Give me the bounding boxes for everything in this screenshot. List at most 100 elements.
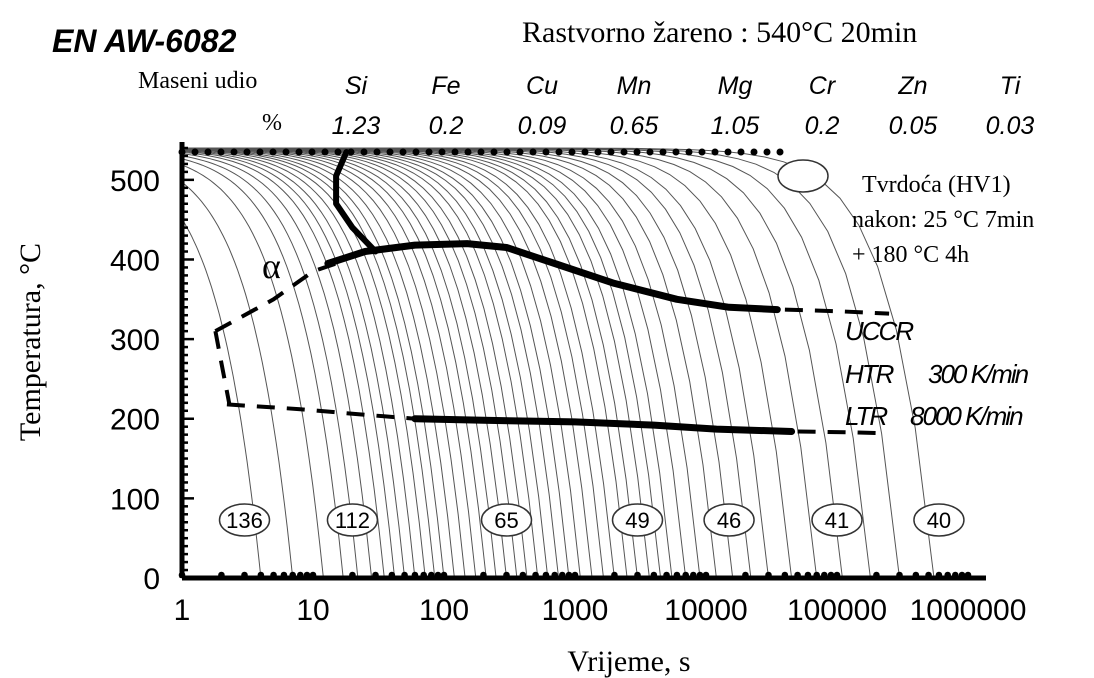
x-minor-tick xyxy=(519,571,527,579)
x-minor-tick xyxy=(559,571,566,579)
solution-dot xyxy=(620,148,628,156)
solution-dot xyxy=(763,148,771,156)
hardness-ellipse xyxy=(811,503,863,537)
hardness-ellipse xyxy=(611,503,664,537)
x-minor-tick xyxy=(565,571,573,579)
x-tick-label: 1 xyxy=(174,594,191,627)
x-minor-tick xyxy=(682,571,690,579)
x-tick-label: 100000 xyxy=(787,594,887,627)
precipitation-end-dashed-right xyxy=(797,429,882,436)
hardness-value: 46 xyxy=(717,508,741,533)
x-minor-tick xyxy=(925,571,932,579)
x-minor-tick xyxy=(833,571,841,579)
precipitation-end-line xyxy=(411,415,796,435)
element-symbol: Mg xyxy=(718,72,753,100)
cooling-curve xyxy=(181,158,344,579)
solution-dot xyxy=(204,148,212,156)
hardness-value: 112 xyxy=(335,508,370,533)
solution-dot xyxy=(373,148,381,156)
element-value: 0.09 xyxy=(518,112,567,140)
x-minor-tick xyxy=(411,571,419,579)
hardness-value: 136 xyxy=(226,508,263,533)
x-minor-tick xyxy=(663,571,670,579)
critical-rate-curve xyxy=(333,149,379,255)
y-tick-label: 300 xyxy=(110,324,160,357)
element-value: 0.2 xyxy=(429,112,464,140)
x-minor-tick xyxy=(821,571,828,579)
hardness-value: 49 xyxy=(625,508,649,533)
cooling-curve xyxy=(181,155,359,579)
solution-dot xyxy=(399,148,407,156)
solution-dot xyxy=(282,148,290,156)
x-minor-tick xyxy=(303,571,311,579)
x-minor-tick xyxy=(309,571,317,579)
solution-dot xyxy=(308,148,316,156)
x-minor-tick xyxy=(873,571,880,579)
solution-dot xyxy=(451,148,459,156)
solution-dot xyxy=(581,148,589,156)
treatment-label: Rastvorno žareno : 540°C 20min xyxy=(522,16,917,49)
solution-dot xyxy=(750,148,758,156)
x-minor-tick xyxy=(571,571,579,579)
solution-dot xyxy=(477,148,485,156)
x-minor-tick xyxy=(896,571,903,579)
hardness-legend-line3: + 180 °C 4h xyxy=(852,242,969,268)
cooling-curve xyxy=(181,151,385,579)
x-minor-tick xyxy=(794,571,801,579)
solution-dot xyxy=(646,148,654,156)
x-minor-tick xyxy=(742,571,749,579)
solution-dot xyxy=(698,148,706,156)
x-minor-tick xyxy=(434,571,442,579)
solution-dot xyxy=(568,148,576,156)
solution-dot xyxy=(334,148,342,156)
x-minor-tick xyxy=(270,571,277,579)
hardness-legend-line1: Tvrdoća (HV1) xyxy=(862,172,1011,198)
y-tick-label: 200 xyxy=(110,404,160,437)
cooling-curve xyxy=(181,153,373,579)
x-minor-tick xyxy=(542,571,550,579)
x-minor-tick xyxy=(696,571,704,579)
y-tick-label: 100 xyxy=(110,483,160,516)
element-symbol: Fe xyxy=(431,72,460,100)
element-symbol: Cr xyxy=(809,72,837,100)
solution-dot xyxy=(347,148,355,156)
solution-dot xyxy=(633,148,641,156)
element-symbol: Mn xyxy=(617,72,652,100)
cooling-curve xyxy=(181,181,294,579)
cooling-curve xyxy=(181,149,426,579)
x-minor-tick xyxy=(673,571,681,579)
solution-dot xyxy=(191,148,199,156)
composition-unit: % xyxy=(262,110,282,136)
hardness-ellipse xyxy=(480,503,533,537)
x-minor-tick xyxy=(297,571,304,579)
x-minor-tick xyxy=(690,571,697,579)
solution-dot xyxy=(386,148,394,156)
solution-dot xyxy=(672,148,680,156)
alpha-start-line xyxy=(324,240,781,314)
x-tick-label: 1000 xyxy=(542,594,609,627)
solution-dot xyxy=(412,148,420,156)
y-tick-label: 0 xyxy=(143,563,160,596)
solution-dot xyxy=(516,148,524,156)
labels: Vrijeme, s Temperatura, °C EN AW-6082 Rastv… xyxy=(14,16,1034,678)
solution-dot xyxy=(659,148,667,156)
element-value: 0.2 xyxy=(805,112,840,140)
x-minor-tick xyxy=(765,571,772,579)
solution-dot xyxy=(425,148,433,156)
hardness-ellipse xyxy=(913,503,965,537)
x-minor-tick xyxy=(218,571,225,579)
hardness-value: 41 xyxy=(825,508,849,533)
cooling-curve xyxy=(181,149,416,579)
element-symbol: Cu xyxy=(526,72,558,100)
x-minor-tick xyxy=(241,571,248,579)
alpha-start-dashed-right xyxy=(784,307,890,316)
x-minor-tick xyxy=(349,571,356,579)
solution-dot xyxy=(256,148,264,156)
element-symbol: Zn xyxy=(897,72,927,100)
solution-dot xyxy=(503,148,511,156)
x-minor-tick xyxy=(804,571,812,579)
precipitation-end-dashed xyxy=(226,402,416,421)
alpha-label: α xyxy=(262,246,281,286)
hardness-value: 65 xyxy=(494,508,518,533)
solution-dot xyxy=(243,148,251,156)
